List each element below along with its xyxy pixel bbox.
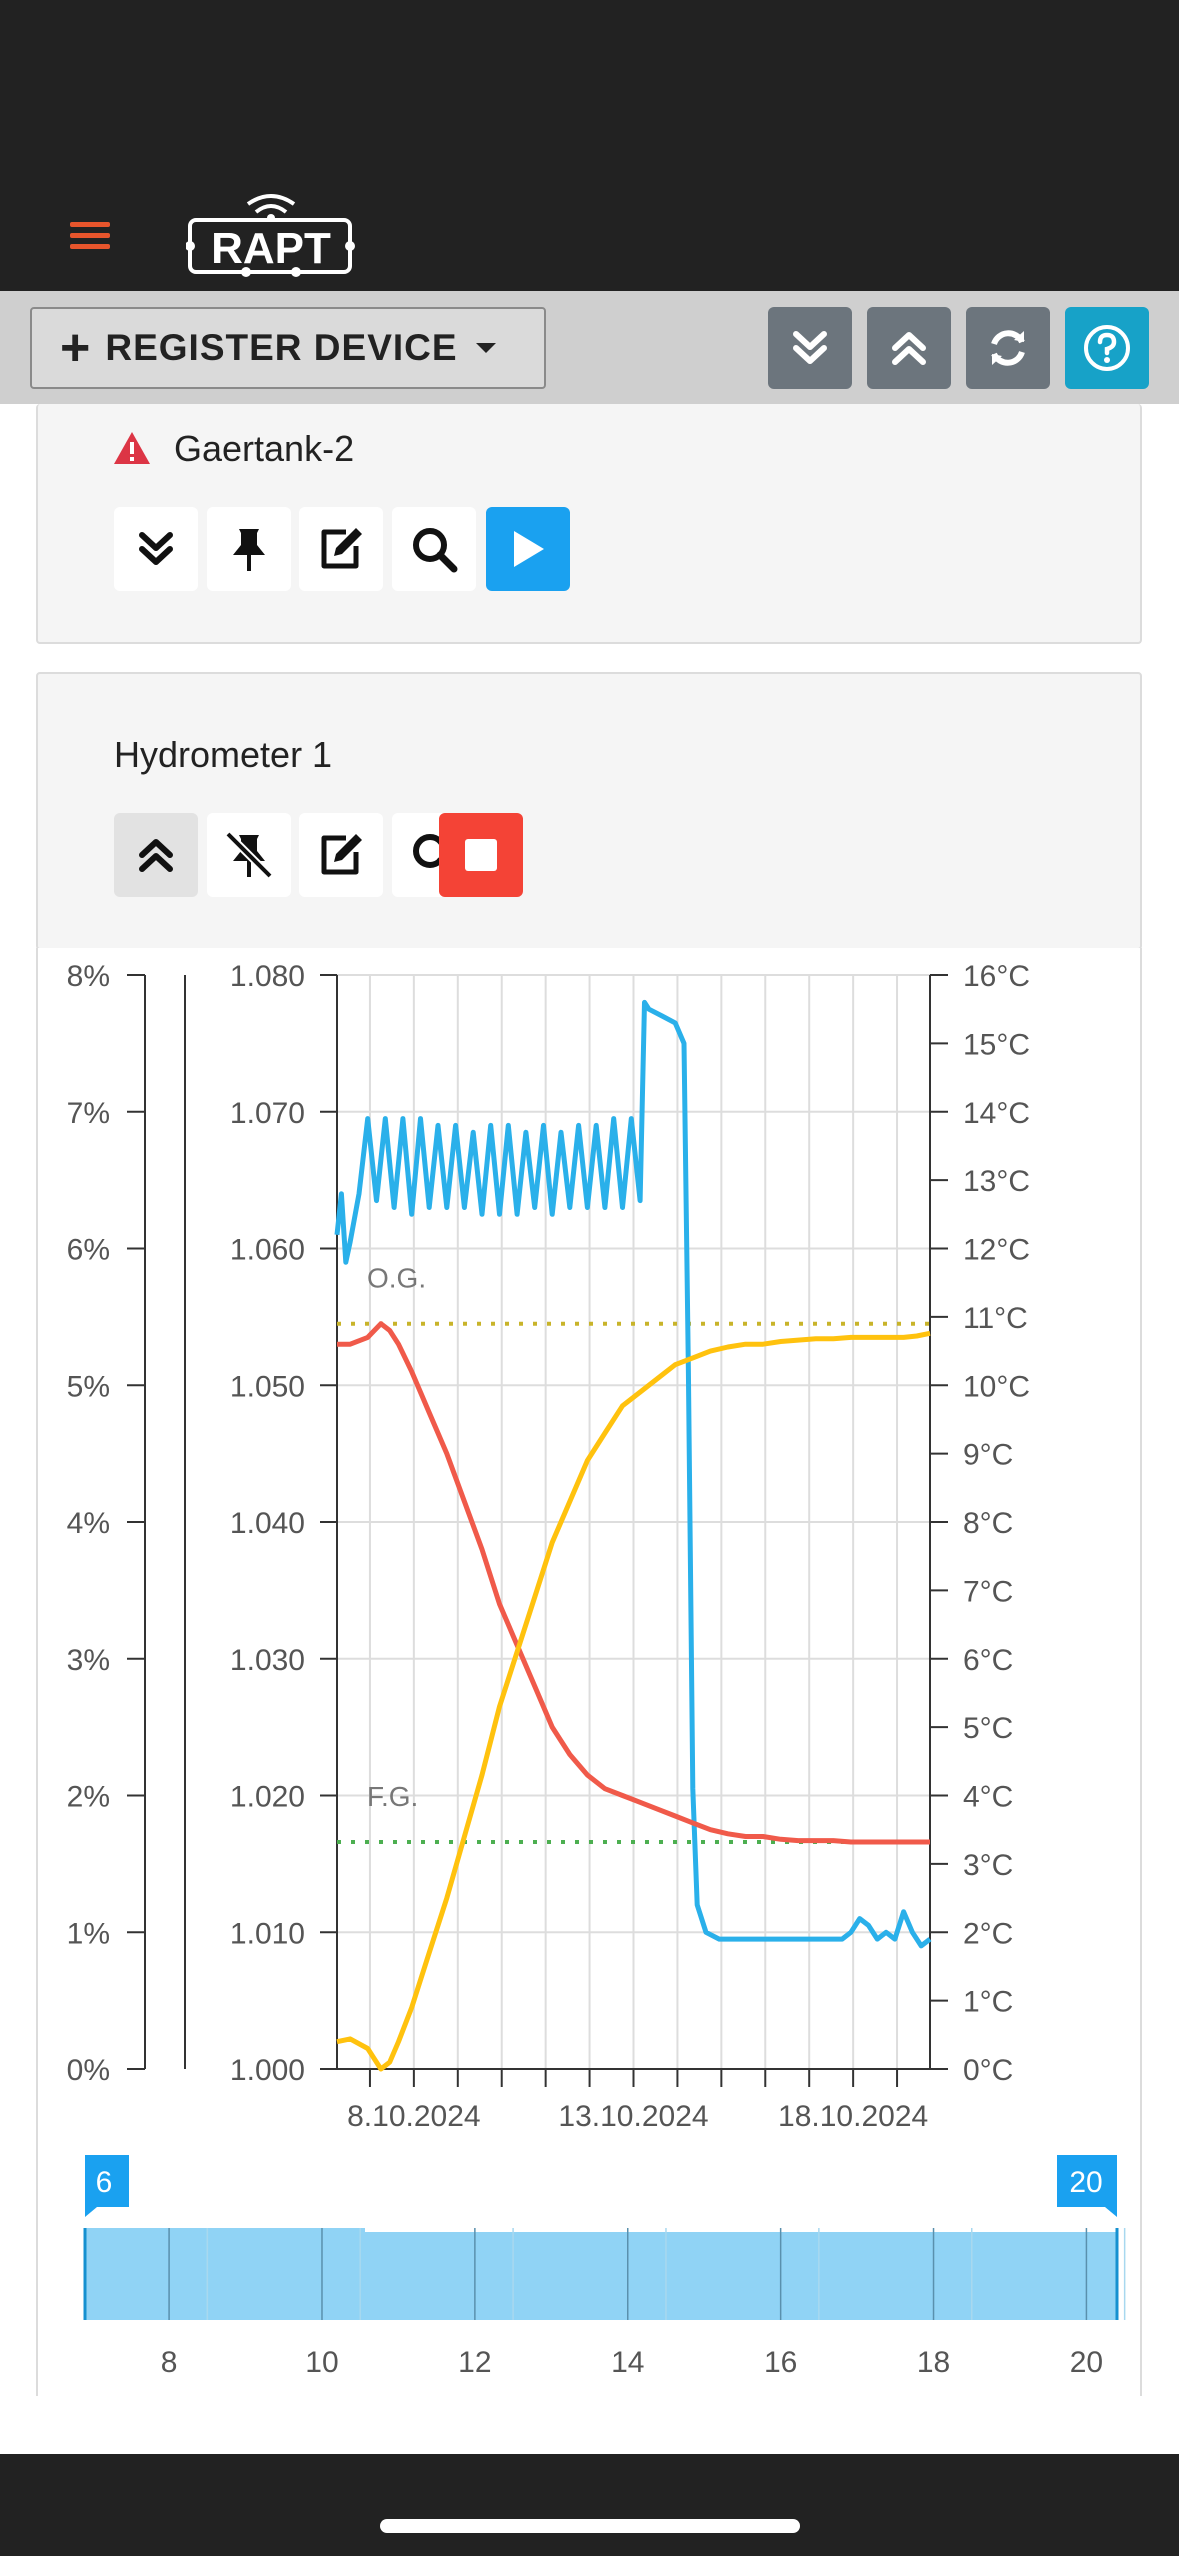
range-tick-label: 18 — [917, 2346, 950, 2379]
fermentation-chart: 0% 1% 2% 3% 4% 5% 6% 7% 8% 1.000 1.010 1.020 1.030 1.… — [67, 960, 1126, 2379]
range-tick-label: 14 — [611, 2346, 644, 2379]
temp-tick-label: 6°C — [963, 1644, 1013, 1677]
search-button[interactable] — [392, 507, 476, 591]
temp-tick-label: 13°C — [963, 1165, 1030, 1198]
temp-tick-label: 9°C — [963, 1439, 1013, 1472]
rapt-logo: RAPT — [185, 190, 356, 285]
device-name: Gaertank-2 — [174, 428, 355, 469]
series-line-gravity — [337, 1321, 930, 1845]
app-header — [0, 177, 1179, 291]
temp-tick-label: 8°C — [963, 1507, 1013, 1540]
edit-icon — [321, 834, 362, 875]
edit-button[interactable] — [299, 507, 383, 591]
temp-tick-label: 15°C — [963, 1028, 1030, 1061]
gravity-tick-label: 1.050 — [230, 1370, 305, 1403]
range-start-badge[interactable] — [85, 2155, 129, 2217]
play-icon — [514, 531, 544, 567]
series-line-temp — [334, 999, 932, 1949]
annotation-label: O.G. — [367, 1263, 426, 1294]
help-button[interactable] — [1065, 307, 1149, 389]
menu-icon[interactable] — [70, 222, 110, 250]
warning-icon — [114, 432, 150, 464]
range-tick-label: 20 — [1070, 2346, 1103, 2379]
register-device-label: REGISTER DEVICE — [105, 327, 458, 368]
start-button[interactable] — [486, 507, 570, 591]
annotation-label: F.G. — [367, 1781, 418, 1812]
chevrons-up-icon — [892, 332, 926, 365]
gravity-tick-label: 1.000 — [230, 2054, 305, 2087]
chevrons-down-icon — [139, 532, 173, 565]
range-tick-label: 16 — [764, 2346, 797, 2379]
abv-tick-label: 6% — [67, 1234, 110, 1267]
x-tick-label: 18.10.2024 — [778, 2100, 928, 2133]
plus-icon: + — [60, 319, 92, 377]
series-line-abv — [336, 1330, 931, 2072]
edit-button[interactable] — [299, 813, 383, 897]
collapse-all-button[interactable] — [768, 307, 852, 389]
abv-tick-label: 0% — [67, 2054, 110, 2087]
abv-tick-label: 4% — [67, 1507, 110, 1540]
chevrons-down-icon — [793, 331, 827, 364]
temp-tick-label: 12°C — [963, 1234, 1030, 1267]
abv-tick-label: 5% — [67, 1370, 110, 1403]
pin-icon — [233, 529, 265, 571]
expand-button[interactable] — [114, 507, 198, 591]
caret-down-icon — [475, 343, 496, 353]
temp-tick-label: 5°C — [963, 1712, 1013, 1745]
abv-tick-label: 8% — [67, 960, 110, 993]
navigation-bar — [0, 2454, 1179, 2556]
gravity-tick-label: 1.010 — [230, 1917, 305, 1950]
range-end-label: 20 — [1069, 2166, 1102, 2199]
x-tick-label: 13.10.2024 — [558, 2100, 708, 2133]
range-tick-label: 8 — [161, 2346, 178, 2379]
temp-tick-label: 2°C — [963, 1917, 1013, 1950]
logo-text: RAPT — [211, 224, 331, 273]
refresh-icon — [991, 330, 1025, 366]
gravity-tick-label: 1.060 — [230, 1234, 305, 1267]
gravity-tick-label: 1.070 — [230, 1097, 305, 1130]
temp-tick-label: 10°C — [963, 1370, 1030, 1403]
question-circle-icon — [1084, 325, 1130, 371]
collapse-button[interactable] — [114, 813, 198, 897]
range-end-badge[interactable] — [1057, 2155, 1117, 2217]
device-card-hydrometer — [36, 672, 1142, 950]
abv-tick-label: 1% — [67, 1917, 110, 1950]
temp-tick-label: 3°C — [963, 1849, 1013, 1882]
register-device-button[interactable]: + REGISTER DEVICE — [30, 307, 546, 389]
gravity-tick-label: 1.020 — [230, 1781, 305, 1814]
abv-tick-label: 3% — [67, 1644, 110, 1677]
gravity-tick-label: 1.080 — [230, 960, 305, 993]
pin-button[interactable] — [207, 507, 291, 591]
gravity-tick-label: 1.040 — [230, 1507, 305, 1540]
status-bar — [0, 0, 1179, 177]
home-indicator[interactable] — [380, 2519, 800, 2533]
unpin-icon — [225, 831, 273, 879]
temp-tick-label: 7°C — [963, 1575, 1013, 1608]
range-start-label: 6 — [96, 2166, 113, 2199]
temp-tick-label: 16°C — [963, 960, 1030, 993]
stop-icon — [465, 839, 497, 871]
temp-tick-label: 4°C — [963, 1781, 1013, 1814]
chevrons-up-icon — [139, 839, 173, 872]
x-tick-label: 8.10.2024 — [347, 2100, 480, 2133]
refresh-button[interactable] — [966, 307, 1050, 389]
range-tick-label: 12 — [458, 2346, 491, 2379]
edit-icon — [321, 528, 362, 569]
stop-button[interactable] — [439, 813, 523, 897]
search-icon — [413, 528, 458, 573]
gravity-tick-label: 1.030 — [230, 1644, 305, 1677]
range-selection — [85, 2228, 1117, 2320]
abv-tick-label: 2% — [67, 1781, 110, 1814]
expand-all-button[interactable] — [867, 307, 951, 389]
temp-tick-label: 0°C — [963, 2054, 1013, 2087]
unpin-button[interactable] — [207, 813, 291, 897]
range-tick-label: 10 — [305, 2346, 338, 2379]
device-name: Hydrometer 1 — [114, 734, 333, 775]
temp-tick-label: 11°C — [963, 1302, 1028, 1335]
abv-tick-label: 7% — [67, 1097, 110, 1130]
temp-tick-label: 1°C — [963, 1986, 1013, 2019]
temp-tick-label: 14°C — [963, 1097, 1030, 1130]
